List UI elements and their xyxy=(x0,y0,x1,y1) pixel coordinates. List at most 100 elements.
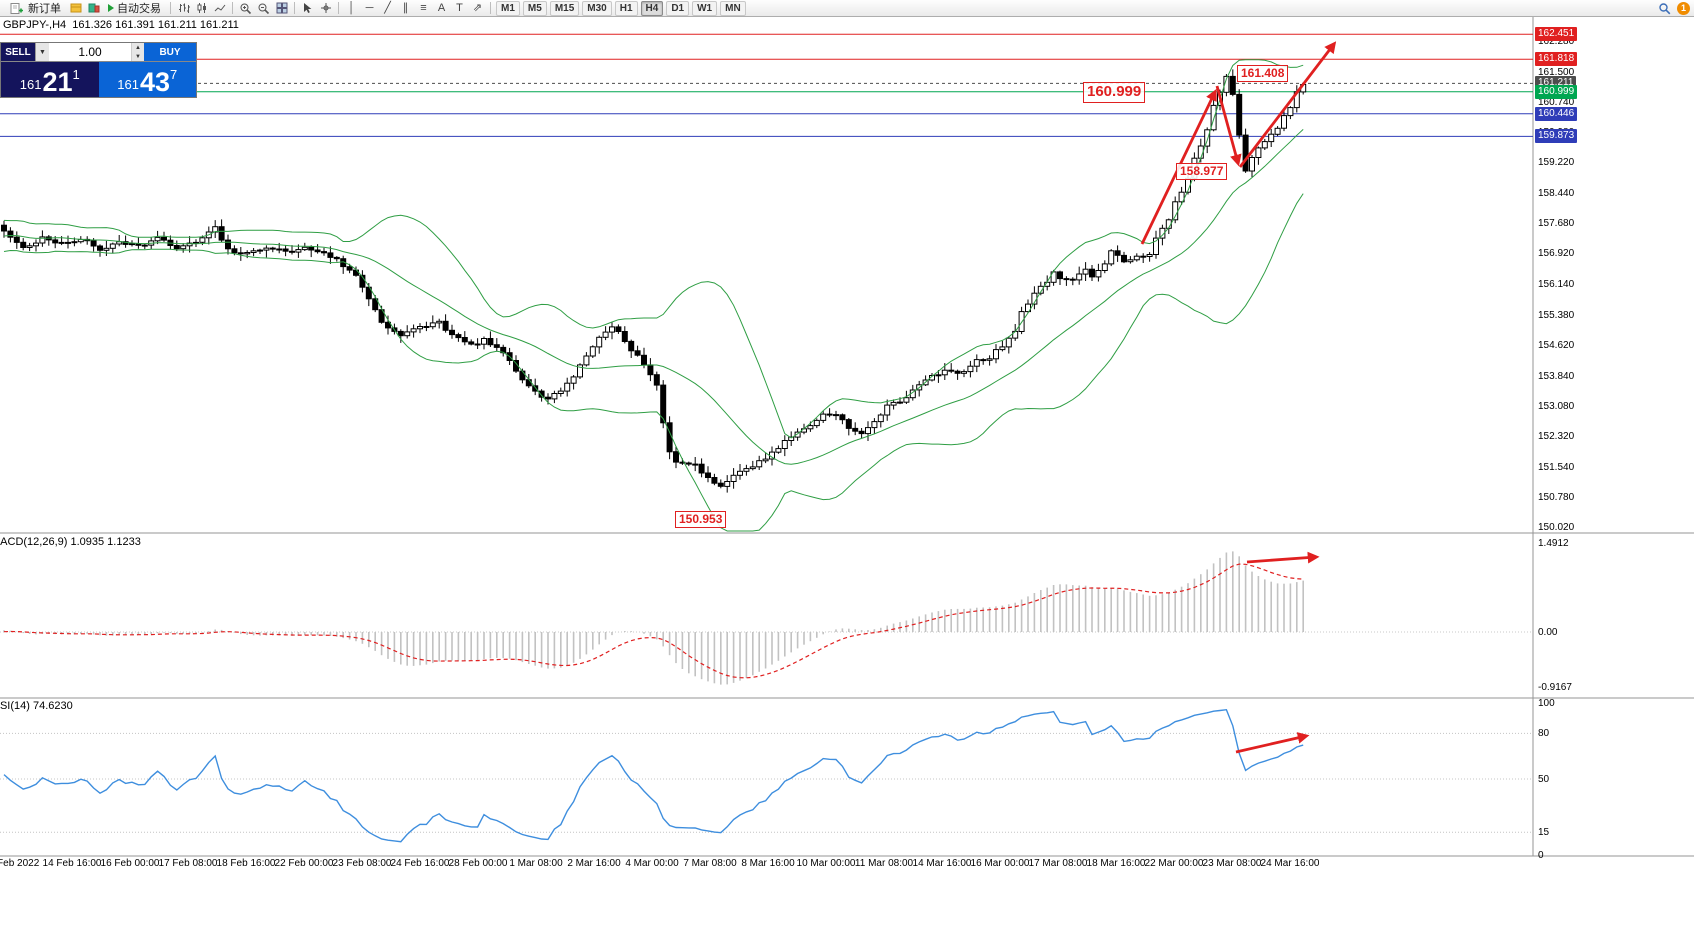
chart-annotation: 158.977 xyxy=(1176,163,1228,180)
time-axis-label: 18 Mar 16:00 xyxy=(1086,858,1146,869)
volume-input[interactable] xyxy=(49,43,131,61)
price-axis-label: 150.020 xyxy=(1538,522,1575,533)
price-axis-label: 153.840 xyxy=(1538,371,1575,382)
time-axis-label: 1 Mar 08:00 xyxy=(509,858,563,869)
bid-pips: 21 xyxy=(42,67,73,98)
zoom-out-icon[interactable] xyxy=(255,1,272,16)
time-axis-label: 14 Feb 16:00 xyxy=(42,858,102,869)
time-axis-label: 16 Mar 00:00 xyxy=(970,858,1030,869)
price-axis-label: 159.220 xyxy=(1538,157,1575,168)
text-icon[interactable]: A xyxy=(437,1,446,14)
timeframe-m1[interactable]: M1 xyxy=(496,0,520,16)
horizontal-line-icon[interactable]: ─ xyxy=(365,1,374,14)
rsi-axis-label: 15 xyxy=(1538,827,1550,838)
time-axis-label: 24 Feb 16:00 xyxy=(390,858,450,869)
new-order-button[interactable]: 新订单 xyxy=(3,1,66,16)
timeframe-w1[interactable]: W1 xyxy=(692,0,718,16)
price-axis-label: 157.680 xyxy=(1538,218,1575,229)
price-axis-marker: 159.873 xyxy=(1535,129,1578,143)
toolbar-separator xyxy=(170,2,171,14)
price-axis-marker: 160.446 xyxy=(1535,107,1578,121)
timeframe-m5[interactable]: M5 xyxy=(522,0,547,16)
ask-pips: 43 xyxy=(139,67,170,98)
macd-axis-label: 0.00 xyxy=(1538,627,1558,638)
ask-prefix: 161 xyxy=(117,77,139,92)
time-axis-label: 10 Mar 00:00 xyxy=(796,858,856,869)
volume-decrease-button[interactable]: ▼ xyxy=(132,52,144,61)
macd-axis-label: -0.9167 xyxy=(1538,682,1572,693)
timeframe-mn[interactable]: MN xyxy=(720,0,746,16)
chart-ohlc-header: GBPJPY-,H4 161.326 161.391 161.211 161.2… xyxy=(3,19,239,31)
vertical-line-icon[interactable]: │ xyxy=(348,1,355,14)
price-axis-marker: 160.999 xyxy=(1535,85,1578,99)
timeframe-d1[interactable]: D1 xyxy=(666,0,690,16)
cursor-icon[interactable] xyxy=(299,1,316,16)
shapes-icon[interactable]: ⇗ xyxy=(472,1,483,14)
time-axis-label: 9 Feb 2022 xyxy=(0,858,40,869)
timeframe-h1[interactable]: H1 xyxy=(614,0,638,16)
ask-point: 7 xyxy=(170,67,178,82)
rsi-axis-label: 50 xyxy=(1538,774,1550,785)
time-axis-label: 11 Mar 08:00 xyxy=(854,858,914,869)
bar-chart-icon[interactable] xyxy=(175,1,192,16)
channel-icon[interactable]: ∥ xyxy=(402,1,409,14)
price-axis-label: 150.780 xyxy=(1538,492,1575,503)
buy-button[interactable]: BUY xyxy=(144,43,196,61)
time-axis-label: 17 Feb 08:00 xyxy=(158,858,218,869)
price-axis-label: 154.620 xyxy=(1538,340,1575,351)
time-axis-label: 4 Mar 00:00 xyxy=(625,858,679,869)
price-axis-label: 158.440 xyxy=(1538,188,1575,199)
new-order-label: 新订单 xyxy=(28,3,61,15)
price-axis-label: 156.140 xyxy=(1538,279,1575,290)
line-chart-icon[interactable] xyxy=(211,1,228,16)
price-axis-label: 155.380 xyxy=(1538,310,1575,321)
toolbar-separator xyxy=(294,2,295,14)
time-axis-label: 24 Mar 16:00 xyxy=(1260,858,1320,869)
time-axis-label: 28 Feb 00:00 xyxy=(448,858,508,869)
trendline-icon[interactable]: ╱ xyxy=(384,1,391,14)
time-axis-label: 16 Feb 00:00 xyxy=(100,858,160,869)
timeframe-m30[interactable]: M30 xyxy=(582,0,612,16)
market-icon[interactable] xyxy=(67,1,84,16)
time-axis-label: 22 Mar 00:00 xyxy=(1144,858,1204,869)
sell-button[interactable]: SELL xyxy=(1,43,35,61)
timeframe-m15[interactable]: M15 xyxy=(549,0,580,16)
zoom-in-icon[interactable] xyxy=(237,1,254,16)
fibonacci-icon[interactable]: ≡ xyxy=(420,1,427,14)
price-axis-label: 156.920 xyxy=(1538,248,1575,259)
volume-stepper: ▲ ▼ xyxy=(131,43,144,61)
notification-badge[interactable]: 1 xyxy=(1677,1,1690,15)
chart-annotation: 160.999 xyxy=(1083,82,1146,103)
one-click-trading-panel: SELL ▼ ▲ ▼ BUY 161 21 1 161 43 7 xyxy=(0,42,197,98)
label-icon[interactable]: T xyxy=(456,1,463,14)
toolbar-separator xyxy=(338,2,339,14)
volume-dropdown-button[interactable]: ▼ xyxy=(35,43,49,61)
search-icon[interactable] xyxy=(1656,1,1673,16)
time-axis-label: 2 Mar 16:00 xyxy=(567,858,621,869)
crosshair-icon[interactable] xyxy=(317,1,334,16)
timeframe-h4[interactable]: H4 xyxy=(640,0,664,16)
rsi-axis-label: 100 xyxy=(1538,698,1555,709)
bid-point: 1 xyxy=(72,67,80,82)
chart-annotation: 150.953 xyxy=(675,511,727,528)
bid-price[interactable]: 161 21 1 xyxy=(1,62,99,97)
trade-prices-row: 161 21 1 161 43 7 xyxy=(1,62,196,97)
autotrade-button[interactable]: 自动交易 xyxy=(103,1,166,16)
tester-icon[interactable] xyxy=(85,1,102,16)
price-axis-marker: 162.451 xyxy=(1535,27,1578,41)
ask-price[interactable]: 161 43 7 xyxy=(98,62,196,98)
time-axis-label: 23 Feb 08:00 xyxy=(332,858,392,869)
candlestick-chart-icon[interactable] xyxy=(193,1,210,16)
macd-label: MACD(12,26,9) 1.0935 1.1233 xyxy=(0,536,141,548)
time-axis-label: 14 Mar 16:00 xyxy=(912,858,972,869)
price-axis-label: 162.280 xyxy=(1538,36,1575,47)
new-order-icon xyxy=(8,1,25,16)
autotrade-label: 自动交易 xyxy=(117,3,161,15)
price-axis-label: 153.080 xyxy=(1538,401,1575,412)
tile-windows-icon[interactable] xyxy=(273,1,290,16)
volume-increase-button[interactable]: ▲ xyxy=(132,43,144,52)
time-axis-label: 17 Mar 08:00 xyxy=(1028,858,1088,869)
